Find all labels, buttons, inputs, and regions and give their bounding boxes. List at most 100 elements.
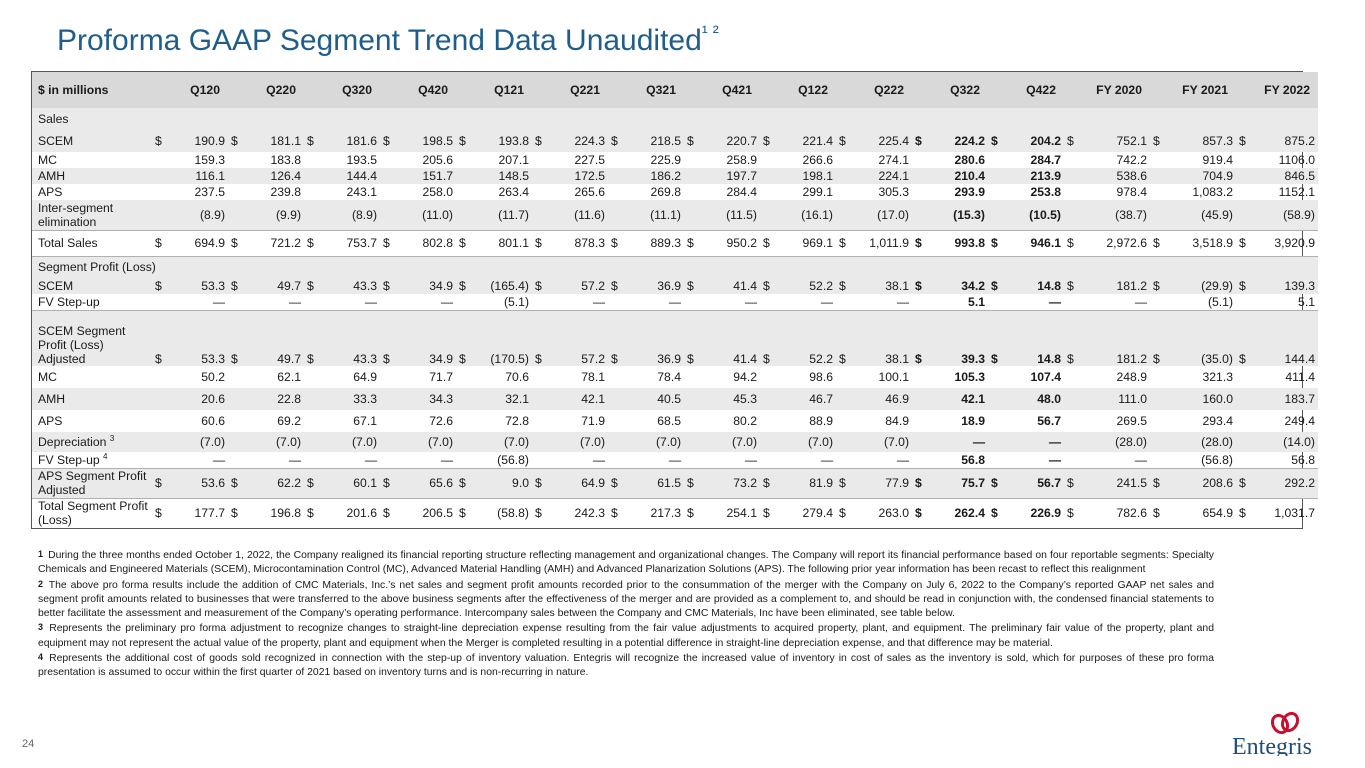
table-cell: — [684, 452, 760, 469]
table-cell: (15.3) [912, 200, 988, 231]
table-cell: — [760, 294, 836, 311]
title-footnote-marks: ¹ ² [701, 22, 719, 42]
table-cell: (28.0) [1201, 435, 1233, 449]
table-cell: 225.9 [650, 153, 682, 167]
table-cell: 978.4 [1116, 185, 1148, 199]
table-cell: $3,920.9 [1236, 230, 1318, 257]
table-cell: — [380, 294, 456, 311]
table-row: MC 159.3 183.8 193.5 205.6 207.1 227.5 225.9 258… [32, 152, 1318, 168]
table-cell: (11.5) [684, 200, 760, 231]
row-label: SCEM Segment Profit (Loss) Adjusted [38, 324, 126, 366]
table-cell: — [228, 452, 304, 469]
table-row: SCEM $53.3 $49.7 $43.3 $34.9 $ (165.4) $57.2 $36… [32, 278, 1318, 294]
table-cell: — [1048, 435, 1061, 449]
row-label: Total Sales [32, 230, 152, 257]
table-cell: $654.9 [1153, 506, 1233, 521]
table-cell: $181.2 [1067, 352, 1147, 366]
table-cell: 46.9 [885, 392, 909, 406]
table-cell: $41.4 [687, 279, 757, 293]
table-cell: $43.3 [307, 352, 377, 366]
table-cell: 305.3 [878, 185, 910, 199]
table-row: SCEM Segment Profit (Loss) Adjusted $53.3… [32, 310, 1318, 366]
table-cell: $ (170.5) [459, 352, 529, 366]
table-cell: 265.6 [574, 185, 606, 199]
table-cell: 846.5 [1284, 169, 1316, 183]
table-cell: (10.5) [988, 200, 1064, 231]
table-cell: — [684, 294, 760, 311]
table-cell: 263.4 [498, 185, 530, 199]
table-cell: $52.2 [763, 279, 833, 293]
table-cell: 269.8 [650, 185, 682, 199]
table-cell: 5.1 [912, 294, 988, 311]
table-cell: 22.8 [277, 392, 301, 406]
table-cell: (17.0) [836, 200, 912, 231]
table-cell: $3,518.9 [1150, 230, 1236, 257]
table-cell: $53.6 [152, 468, 228, 499]
row-label: Inter-segment elimination [32, 200, 152, 231]
table-row: Depreciation 3 (7.0) (7.0) (7.0) (7.0) (7.0) (… [32, 432, 1318, 452]
table-cell: (56.8) [456, 452, 532, 469]
table-row: Total Sales $694.9 $721.2 $753.7 $802.8 $801.… [32, 230, 1318, 257]
table-cell: $77.9 [836, 468, 912, 499]
table-row: APS Segment Profit Adjusted $53.6 $62.2 $60… [32, 468, 1318, 499]
table-cell: 210.4 [954, 169, 986, 183]
logo-mark-icon [1270, 711, 1300, 735]
table-cell: 105.3 [954, 370, 986, 384]
table-cell: $53.3 [155, 279, 225, 293]
table-cell: 151.7 [422, 169, 454, 183]
table-cell: $9.0 [456, 468, 532, 499]
table-cell: — [1064, 294, 1150, 311]
table-cell: 253.8 [1030, 185, 1062, 199]
column-header: FY 2020 [1096, 83, 1142, 97]
footnotes: 1 During the three months ended October … [38, 549, 1214, 682]
table-cell: $220.7 [687, 134, 757, 148]
table-cell: 249.4 [1284, 414, 1316, 428]
table-cell: 42.1 [581, 392, 605, 406]
table-cell: 919.4 [1202, 153, 1234, 167]
table-cell: 98.6 [809, 370, 833, 384]
table-cell: $224.2 [915, 134, 985, 148]
table-cell: $144.4 [1239, 352, 1315, 366]
table-cell: $226.9 [991, 506, 1061, 521]
table-cell: 46.7 [809, 392, 833, 406]
table-cell: (7.0) [883, 435, 909, 449]
table-cell: $694.9 [152, 230, 228, 257]
table-cell: $225.4 [839, 134, 909, 148]
row-label: Total Segment Profit (Loss) [38, 499, 148, 528]
table-cell: $52.2 [763, 352, 833, 366]
table-cell: $857.3 [1153, 134, 1233, 148]
table-cell: $75.7 [912, 468, 988, 499]
table-cell: 183.8 [270, 153, 302, 167]
table-cell: 284.7 [1030, 153, 1062, 167]
table-cell: — [304, 452, 380, 469]
table-cell: 284.4 [726, 185, 758, 199]
table-cell: (58.9) [1236, 200, 1318, 231]
column-header: Q121 [494, 83, 524, 97]
table-cell: $993.8 [912, 230, 988, 257]
table-cell: — [532, 452, 608, 469]
table-cell: 186.2 [650, 169, 682, 183]
table-row: AMH 20.6 22.8 33.3 34.3 32.1 42.1 40.5 45.3 46.7 4… [32, 388, 1318, 410]
table-cell: 107.4 [1030, 370, 1062, 384]
table-row: AMH 116.1 126.4 144.4 151.7 148.5 172.5 186.2 19… [32, 168, 1318, 184]
table-cell: — [972, 435, 985, 449]
table-cell: $193.8 [459, 134, 529, 148]
table-row: Inter-segment elimination (8.9) (9.9) (8.9)… [32, 200, 1318, 231]
table-cell: 159.3 [194, 153, 226, 167]
table-cell: $61.5 [608, 468, 684, 499]
table-cell: $181.2 [1067, 279, 1147, 293]
table-cell: 411.4 [1285, 370, 1315, 384]
table-cell: 116.1 [195, 169, 225, 183]
footnote: 2 The above pro forma results include th… [38, 578, 1214, 620]
table-cell: $57.2 [535, 352, 605, 366]
table-cell: 293.9 [954, 185, 986, 199]
table-cell: $1,031.7 [1239, 506, 1315, 521]
table-cell: $217.3 [611, 506, 681, 521]
table-row: APS 60.6 69.2 67.1 72.6 72.8 71.9 68.5 80.2 88.9 8… [32, 410, 1318, 432]
row-label: APS [38, 414, 63, 428]
table-cell: (7.0) [351, 435, 377, 449]
table-cell: $181.1 [231, 134, 301, 148]
table-cell: 239.8 [270, 185, 302, 199]
table-row: Total Segment Profit (Loss) $177.7 $196.8 $… [32, 498, 1318, 528]
table-cell: 1152.1 [1278, 185, 1315, 199]
